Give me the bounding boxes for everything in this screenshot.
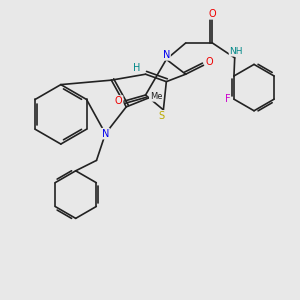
- Text: F: F: [225, 94, 230, 104]
- Text: O: O: [115, 96, 123, 106]
- Text: NH: NH: [230, 47, 243, 56]
- Text: N: N: [102, 129, 109, 139]
- Text: N: N: [163, 50, 170, 60]
- Text: H: H: [133, 63, 140, 73]
- Text: O: O: [206, 57, 213, 67]
- Text: S: S: [159, 111, 165, 121]
- Text: Me: Me: [150, 92, 162, 101]
- Text: O: O: [208, 9, 216, 19]
